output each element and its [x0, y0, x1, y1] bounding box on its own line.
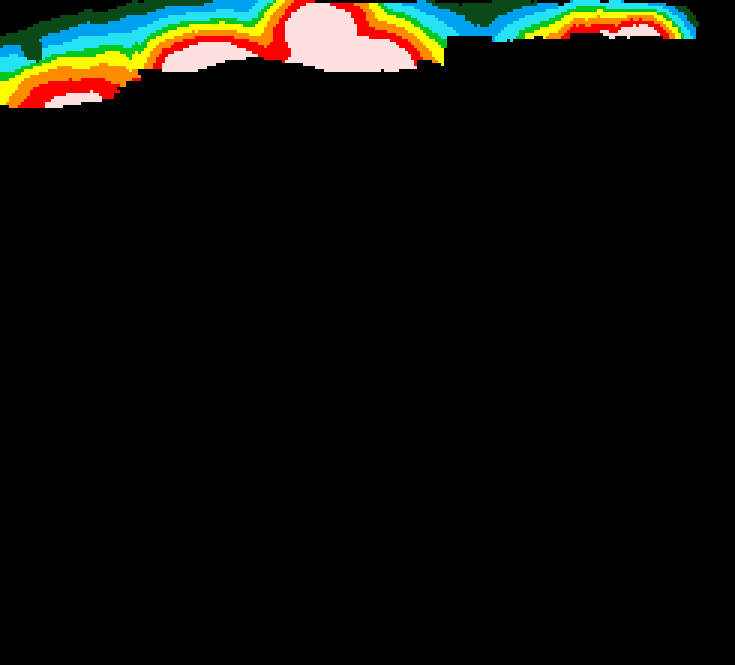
radar-reflectivity-canvas — [0, 0, 735, 665]
radar-reflectivity-view — [0, 0, 735, 665]
